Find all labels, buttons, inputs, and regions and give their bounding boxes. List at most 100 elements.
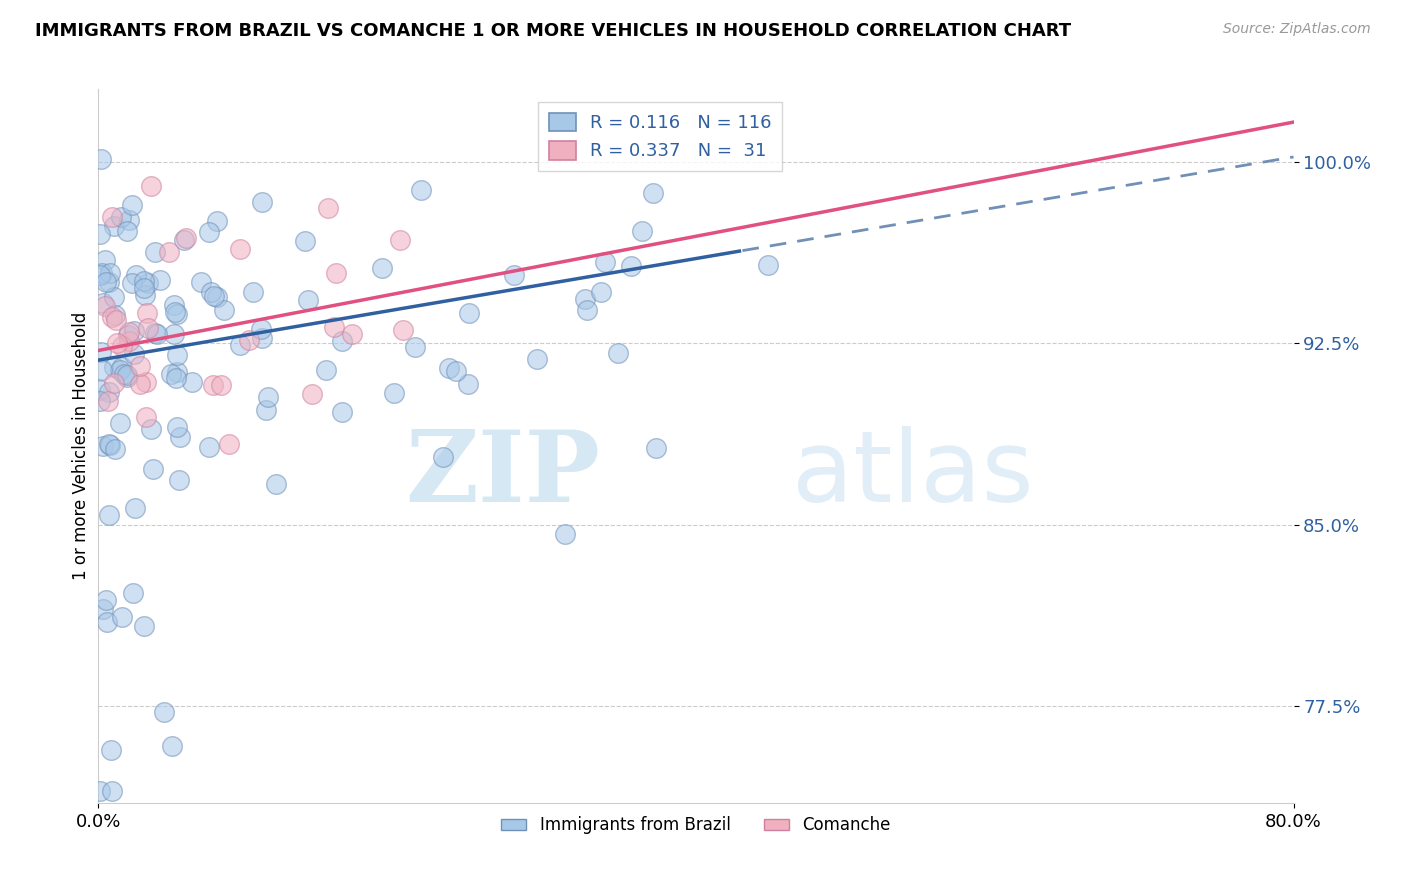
Point <box>149 273 172 287</box>
Point <box>91 295 114 310</box>
Point <box>606 346 628 360</box>
Point <box>89 393 111 408</box>
Point <box>620 259 643 273</box>
Point <box>142 462 165 476</box>
Point <box>94 592 117 607</box>
Point <box>121 277 143 291</box>
Point <box>503 268 526 282</box>
Point <box>411 183 433 197</box>
Point <box>146 327 169 342</box>
Point <box>166 365 188 379</box>
Point <box>198 440 221 454</box>
Point <box>554 526 576 541</box>
Point <box>105 313 128 327</box>
Text: ZIP: ZIP <box>405 426 600 523</box>
Point <box>209 378 232 392</box>
Point <box>143 326 166 340</box>
Point <box>392 323 415 337</box>
Point <box>104 442 127 456</box>
Point <box>98 437 121 451</box>
Point <box>125 268 148 282</box>
Point <box>89 783 111 797</box>
Point <box>229 243 252 257</box>
Point <box>112 367 135 381</box>
Point <box>103 219 125 233</box>
Point <box>330 334 353 348</box>
Point <box>91 267 114 281</box>
Point <box>89 227 111 241</box>
Point <box>340 327 363 342</box>
Point <box>404 341 426 355</box>
Point <box>115 368 138 382</box>
Point <box>100 266 122 280</box>
Point <box>97 394 120 409</box>
Point <box>249 322 271 336</box>
Point <box>91 363 114 377</box>
Point <box>138 276 160 290</box>
Point <box>117 224 139 238</box>
Point <box>136 320 159 334</box>
Point <box>162 739 184 754</box>
Point <box>384 385 406 400</box>
Point <box>117 328 139 343</box>
Point <box>180 375 202 389</box>
Point <box>121 198 143 212</box>
Point <box>173 233 195 247</box>
Point <box>252 330 274 344</box>
Point <box>132 619 155 633</box>
Point <box>94 253 117 268</box>
Text: atlas: atlas <box>792 426 1033 523</box>
Point <box>139 179 162 194</box>
Point <box>100 210 122 224</box>
Point <box>90 152 112 166</box>
Point <box>96 615 118 629</box>
Point <box>197 225 219 239</box>
Point <box>90 344 112 359</box>
Point <box>124 347 146 361</box>
Point <box>122 325 145 339</box>
Point <box>94 299 117 313</box>
Legend: Immigrants from Brazil, Comanche: Immigrants from Brazil, Comanche <box>495 810 897 841</box>
Point <box>129 376 152 391</box>
Point <box>595 254 617 268</box>
Point <box>143 245 166 260</box>
Point <box>229 338 252 352</box>
Point <box>250 194 273 209</box>
Point <box>242 285 264 300</box>
Point <box>141 422 163 436</box>
Point <box>157 245 180 260</box>
Point <box>190 275 212 289</box>
Point <box>174 231 197 245</box>
Point <box>115 370 138 384</box>
Point <box>458 306 481 320</box>
Point <box>257 391 280 405</box>
Point <box>322 320 344 334</box>
Point <box>97 385 120 400</box>
Point <box>444 364 467 378</box>
Point <box>297 293 319 307</box>
Point <box>756 258 779 272</box>
Point <box>101 783 124 797</box>
Point <box>91 439 114 453</box>
Point <box>169 430 191 444</box>
Point <box>103 290 125 304</box>
Point <box>641 186 664 200</box>
Point <box>103 360 125 375</box>
Point <box>201 378 224 392</box>
Point <box>212 303 235 318</box>
Point <box>205 214 228 228</box>
Point <box>100 742 122 756</box>
Point <box>218 437 240 451</box>
Point <box>330 405 353 419</box>
Point <box>526 351 548 366</box>
Point <box>388 233 411 247</box>
Point <box>118 325 141 339</box>
Point <box>134 274 156 288</box>
Point <box>165 371 187 385</box>
Point <box>103 376 125 390</box>
Point <box>97 508 120 522</box>
Point <box>238 333 260 347</box>
Point <box>202 288 225 302</box>
Text: Source: ZipAtlas.com: Source: ZipAtlas.com <box>1223 22 1371 37</box>
Point <box>159 367 181 381</box>
